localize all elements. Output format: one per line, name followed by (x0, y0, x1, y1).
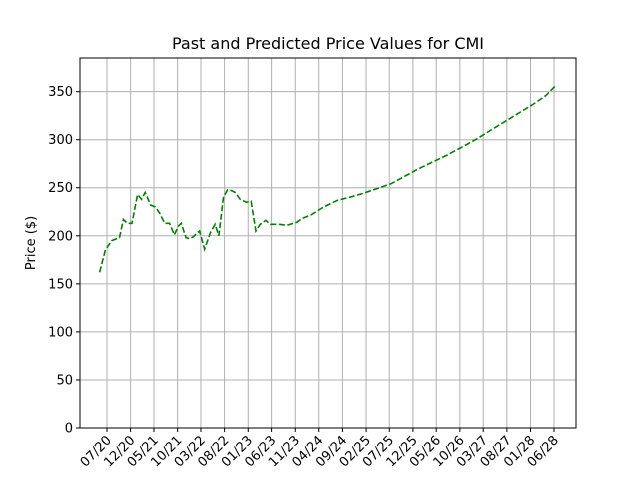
y-tick-label: 250 (48, 181, 73, 196)
chart-title: Past and Predicted Price Values for CMI (172, 34, 484, 53)
y-tick-label: 150 (48, 277, 73, 292)
series-group (98, 84, 557, 273)
y-tick-label: 300 (48, 133, 73, 148)
y-tick-label: 200 (48, 229, 73, 244)
price-series-line (98, 84, 557, 273)
y-axis-label: Price ($) (24, 216, 39, 270)
y-axis-ticks: 0 50 100 150 200 250 300 350 (48, 85, 80, 437)
plot-frame (79, 57, 577, 429)
y-tick-label: 100 (48, 325, 73, 340)
y-tick-label: 0 (65, 422, 73, 437)
y-tick-label: 350 (48, 85, 73, 100)
y-tick-label: 50 (56, 373, 73, 388)
grid (80, 58, 576, 429)
